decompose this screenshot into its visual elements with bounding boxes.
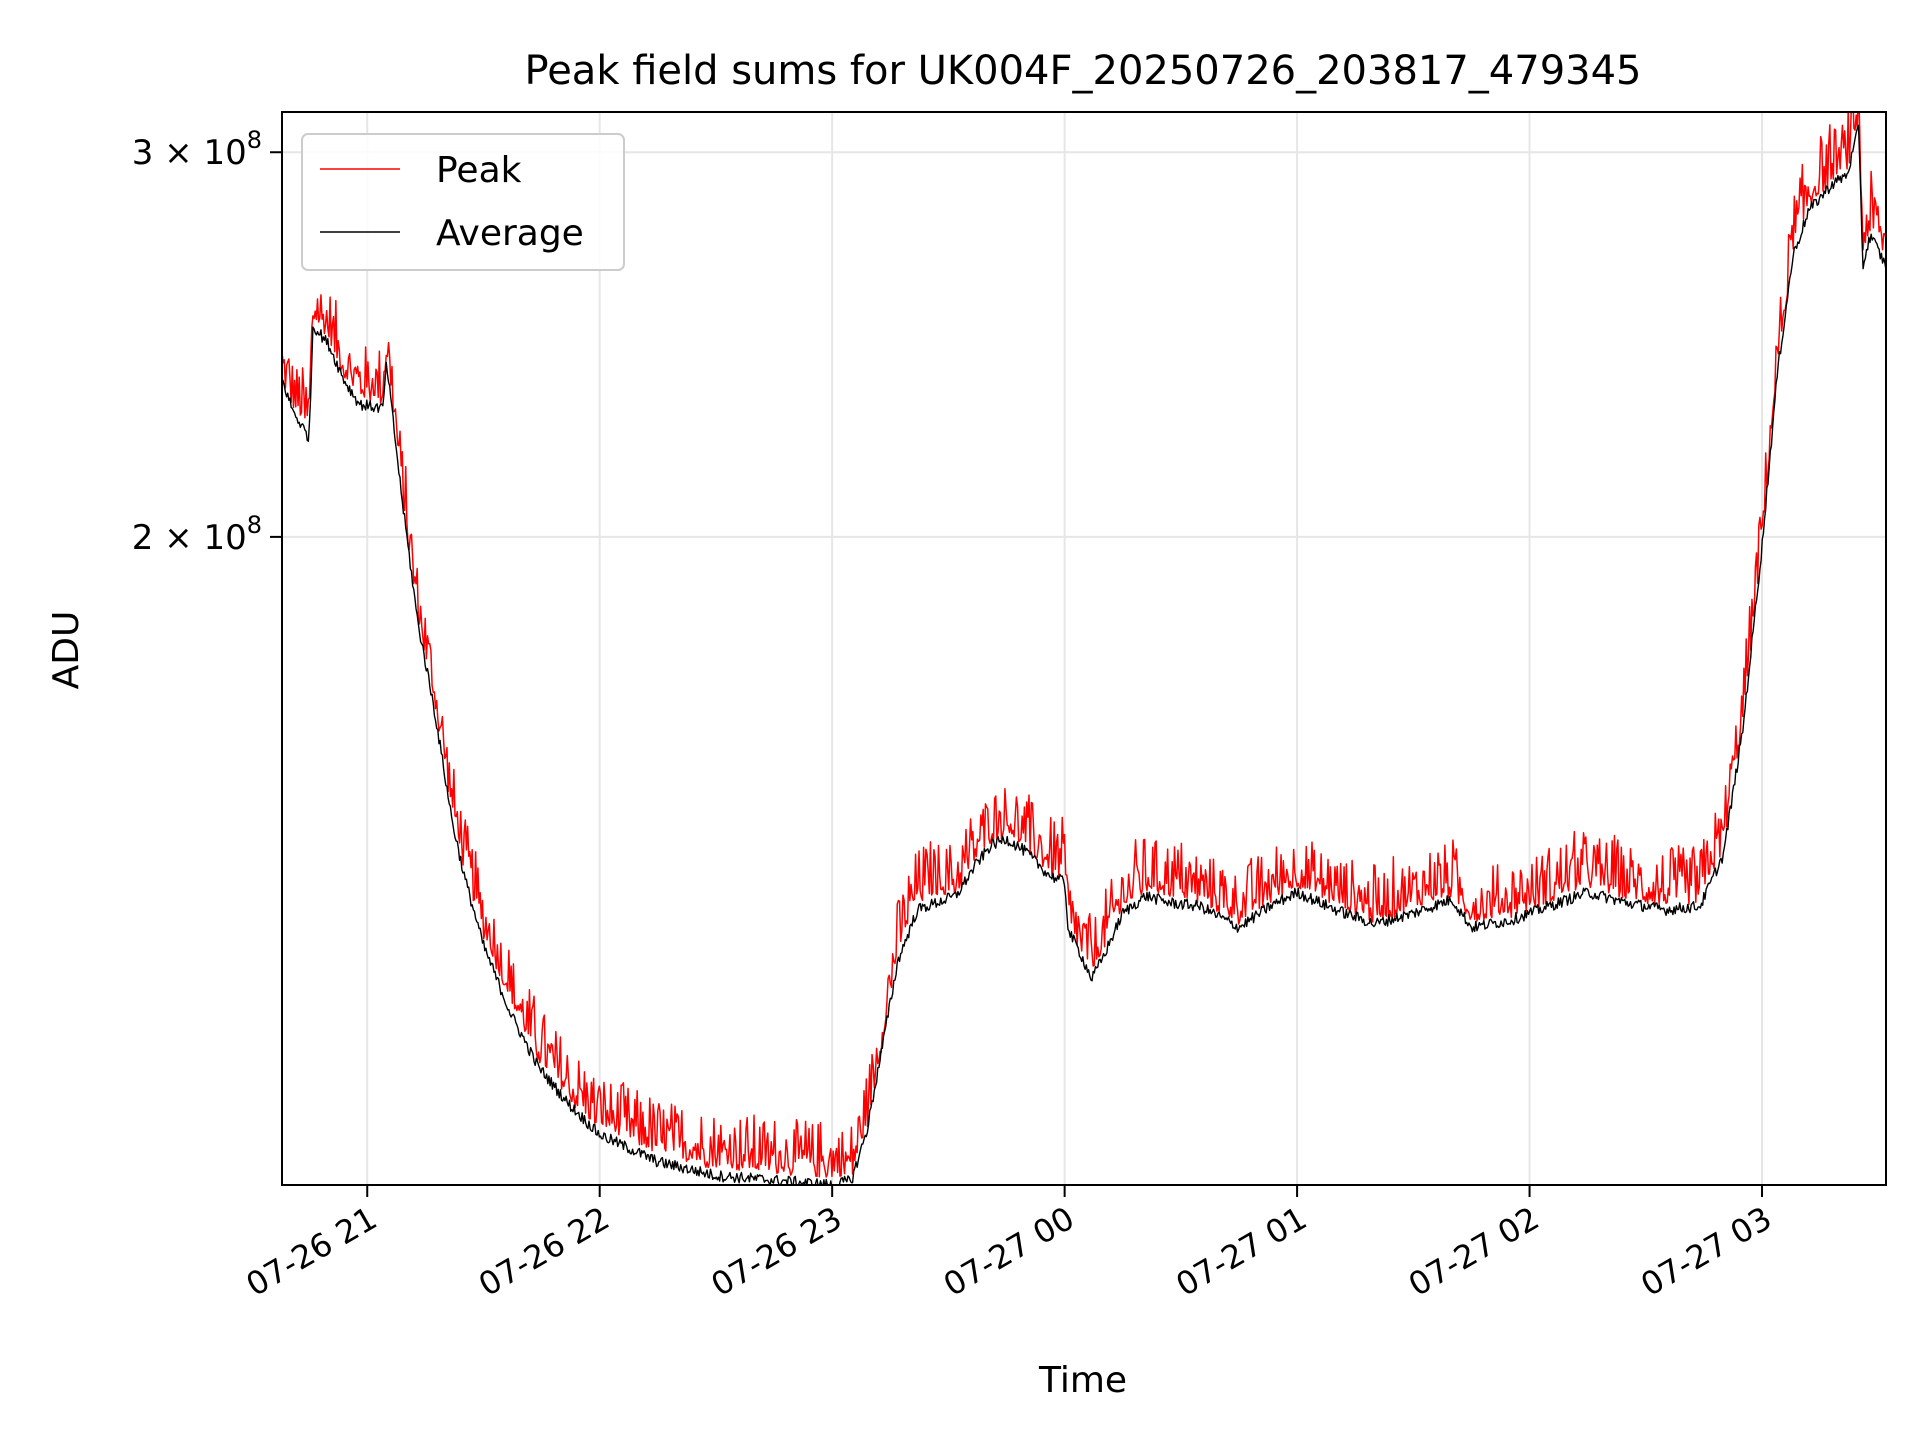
x-tick-label: 07-27 03	[1634, 1199, 1778, 1304]
x-tick-label: 07-27 02	[1402, 1199, 1546, 1304]
x-tick-label: 07-26 23	[705, 1199, 849, 1304]
legend-box	[301, 133, 625, 271]
x-tick-label: 07-27 01	[1169, 1199, 1313, 1304]
x-axis: 07-26 21 07-26 22 07-26 23 07-27 00 07-27 01…	[240, 1185, 1778, 1304]
x-axis-label: Time	[1038, 1360, 1127, 1401]
plot-frame	[281, 111, 1887, 1186]
y-axis: 2 × 108 3 × 108	[132, 126, 282, 558]
x-tick-label: 07-26 21	[240, 1199, 384, 1304]
y-axis-label: ADU	[46, 611, 87, 690]
x-tick-label: 07-27 00	[937, 1199, 1081, 1304]
series-line-average	[282, 124, 1886, 1185]
legend: Peak Average	[301, 133, 625, 271]
grid	[282, 112, 1886, 1185]
legend-average-label: Average	[436, 213, 584, 254]
y-tick-label: 3 × 108	[132, 126, 262, 173]
series-line-peak	[282, 112, 1886, 1178]
x-tick-label: 07-26 22	[472, 1199, 616, 1304]
plot-area	[282, 112, 1886, 1185]
legend-peak-label: Peak	[436, 150, 522, 191]
chart-title: Peak field sums for UK004F_20250726_2038…	[525, 48, 1642, 94]
y-tick-label: 2 × 108	[132, 511, 262, 558]
